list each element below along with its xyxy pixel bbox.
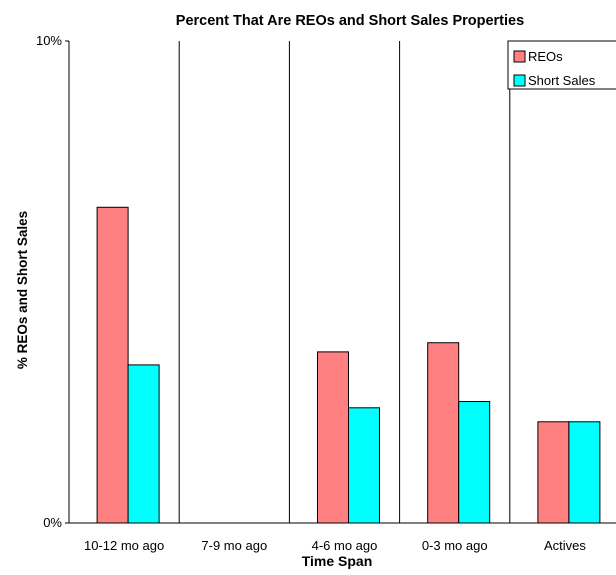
x-tick-label: Actives xyxy=(544,538,586,553)
x-tick-label: 0-3 mo ago xyxy=(422,538,488,553)
legend-box xyxy=(507,40,616,90)
legend-swatch xyxy=(513,74,526,87)
x-tick-label: 4-6 mo ago xyxy=(312,538,378,553)
bar-short-sales xyxy=(458,401,491,524)
y-tick-label: 10% xyxy=(36,33,62,48)
legend-label: Short Sales xyxy=(528,73,596,88)
x-axis-label: Time Span xyxy=(302,553,373,569)
bar-reos xyxy=(96,206,129,524)
bar-short-sales xyxy=(348,407,380,524)
legend-label: REOs xyxy=(528,49,563,64)
chart-title: Percent That Are REOs and Short Sales Pr… xyxy=(176,13,524,29)
bar-short-sales xyxy=(568,421,601,524)
legend: REOs Short Sales xyxy=(507,40,616,90)
y-axis-label: % REOs and Short Sales xyxy=(15,211,30,369)
x-tick-label: 7-9 mo ago xyxy=(201,538,267,553)
bar-reos xyxy=(427,342,460,524)
plot-area: 0% 10% 10-12 mo ago 7-9 mo ago 4-6 mo ago 0-3… xyxy=(36,33,616,553)
x-tick-label: 10-12 mo ago xyxy=(84,538,164,553)
bar-reos xyxy=(317,351,349,524)
y-tick-label: 0% xyxy=(43,515,62,530)
legend-swatch xyxy=(513,50,526,63)
bar-reos xyxy=(537,421,570,524)
bar-short-sales xyxy=(127,364,160,524)
